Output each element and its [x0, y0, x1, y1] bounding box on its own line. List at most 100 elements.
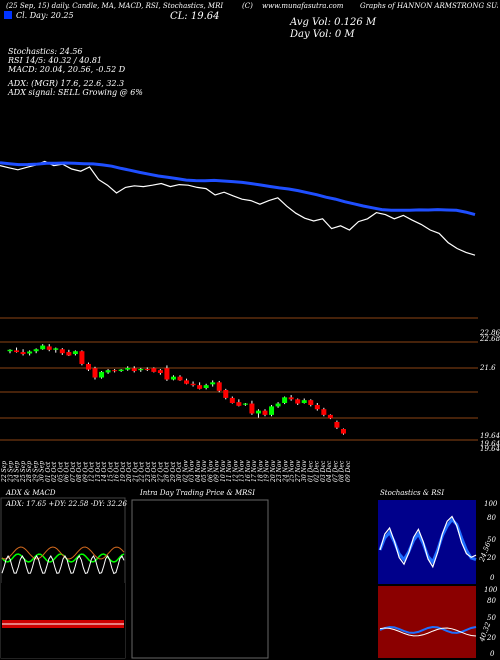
- date-tick-label: 27 Oct: [157, 461, 164, 483]
- candle-body: [79, 351, 85, 364]
- rsi-tick-100: 100: [484, 586, 498, 594]
- rsi-line: [379, 625, 477, 634]
- price-grid: [0, 317, 478, 441]
- rsi-tick-20: 20: [487, 634, 496, 642]
- date-tick-label: 02 Dec: [314, 460, 321, 482]
- candle-body: [295, 399, 301, 404]
- candle-body: [53, 348, 59, 350]
- candle-body: [85, 363, 91, 370]
- date-tick-label: 28 Oct: [164, 461, 171, 483]
- candle-body: [314, 404, 320, 410]
- date-tick-label: 02 Oct: [51, 461, 58, 482]
- date-tick-label: 26 Oct: [151, 461, 158, 483]
- date-tick-label: 20 Nov: [270, 460, 277, 483]
- candle-body: [66, 352, 72, 356]
- candle-body: [223, 389, 229, 398]
- candle-body: [99, 371, 105, 378]
- candle-body: [40, 345, 46, 350]
- date-tick-label: 25 Sep: [20, 461, 27, 483]
- date-tick-label: 11 Nov: [226, 460, 233, 482]
- adx-readout: ADX: (MGR) 17.6, 22.6, 32.3: [8, 79, 125, 88]
- adx-signal: ADX signal: SELL Growing @ 6%: [8, 88, 143, 97]
- level-label-4: 19.64: [480, 432, 500, 440]
- adx-line: [1, 555, 125, 575]
- date-tick-label: 03 Dec: [320, 460, 327, 482]
- candle-body: [236, 402, 242, 406]
- candle-body: [144, 369, 150, 371]
- date-tick-label: 29 Oct: [170, 461, 177, 483]
- date-tick-label: 28 Sep: [26, 461, 33, 483]
- date-tick-label: 25 Nov: [289, 460, 296, 483]
- date-tick-label: 19 Nov: [264, 460, 271, 482]
- prev-close: Cl. Day: 20.25: [16, 11, 74, 20]
- candle-body: [210, 382, 216, 385]
- date-axis: 22 Sep 23 Sep 24 Sep 25 Sep 28 Sep 29 Sep 30 S…: [1, 460, 352, 483]
- date-tick-label: 01 Oct: [45, 461, 52, 482]
- rsi-panel: [378, 586, 476, 658]
- candle-body: [203, 385, 209, 388]
- date-tick-label: 22 Oct: [139, 461, 146, 483]
- candle-body: [321, 409, 327, 415]
- candle-body: [229, 397, 235, 403]
- candle-body: [20, 352, 26, 355]
- candle-body: [138, 369, 144, 371]
- candle-body: [262, 410, 268, 415]
- date-tick-label: 15 Oct: [107, 461, 114, 482]
- date-tick-label: 19 Oct: [120, 461, 127, 482]
- header-title: Graphs of HANNON ARMSTRONG SUSTAINABLE I…: [360, 2, 498, 10]
- date-tick-label: 09 Dec: [345, 460, 352, 482]
- level-label-5: 19.64: [480, 440, 500, 448]
- candle-body: [216, 382, 222, 391]
- date-tick-label: 30 Oct: [176, 461, 183, 482]
- candle-body: [59, 349, 65, 354]
- date-tick-label: 20 Oct: [126, 461, 133, 483]
- candle-body: [27, 351, 33, 354]
- candle-body: [255, 410, 261, 414]
- price-line: [0, 160, 476, 256]
- candle-body: [269, 406, 275, 415]
- date-tick-label: 22 Sep: [1, 461, 8, 483]
- stoch-readout: Stochastics: 24.56: [8, 47, 83, 56]
- date-tick-label: 08 Dec: [339, 460, 346, 482]
- date-tick-label: 05 Oct: [57, 461, 64, 482]
- stoch-panel-title: Stochastics & RSI: [380, 489, 445, 497]
- stoch-tick-80: 80: [487, 514, 496, 522]
- candle-body: [157, 370, 163, 374]
- adx-panel-values: ADX: 17.65 +DY: 22.58 -DY: 32.26: [6, 500, 127, 508]
- date-tick-label: 02 Nov: [182, 460, 189, 482]
- level-label-6: 19.64: [480, 445, 500, 453]
- date-tick-label: 16 Oct: [114, 461, 121, 482]
- mrsi-line: [379, 627, 477, 637]
- candle-body: [197, 385, 203, 389]
- date-tick-label: 04 Nov: [195, 460, 202, 482]
- level-label-1: 22.86: [480, 329, 500, 337]
- date-tick-label: 23 Sep: [7, 461, 14, 483]
- candle-body: [105, 370, 111, 373]
- candle-body: [249, 403, 255, 414]
- candle-body: [33, 349, 39, 352]
- candle-body: [334, 421, 340, 428]
- header-site: www.munafasutra.com: [262, 2, 344, 10]
- date-tick-label: 13 Nov: [239, 460, 246, 482]
- candle-body: [7, 349, 13, 352]
- candle-body: [327, 414, 333, 419]
- date-tick-label: 04 Dec: [326, 460, 333, 482]
- date-tick-label: 07 Oct: [70, 461, 77, 482]
- date-tick-label: 13 Oct: [95, 461, 102, 482]
- date-tick-label: 23 Nov: [276, 460, 283, 483]
- intraday-panel: [131, 499, 269, 659]
- date-tick-label: 14 Oct: [101, 461, 108, 482]
- header-line-1: (25 Sep, 15) daily. Candle, MA, MACD, RS…: [6, 2, 224, 10]
- adx-minus-line: [1, 546, 125, 560]
- candle-body: [242, 403, 248, 405]
- date-tick-label: 17 Nov: [251, 460, 258, 482]
- date-tick-label: 30 Nov: [301, 460, 308, 482]
- header-copyright: (C): [242, 2, 253, 10]
- candle-body: [164, 368, 170, 380]
- date-tick-label: 24 Sep: [14, 461, 21, 483]
- date-tick-label: 08 Oct: [76, 461, 83, 482]
- date-tick-label: 18 Nov: [257, 460, 264, 482]
- candle-body: [301, 400, 307, 403]
- stoch-tick-20: 20: [487, 554, 496, 562]
